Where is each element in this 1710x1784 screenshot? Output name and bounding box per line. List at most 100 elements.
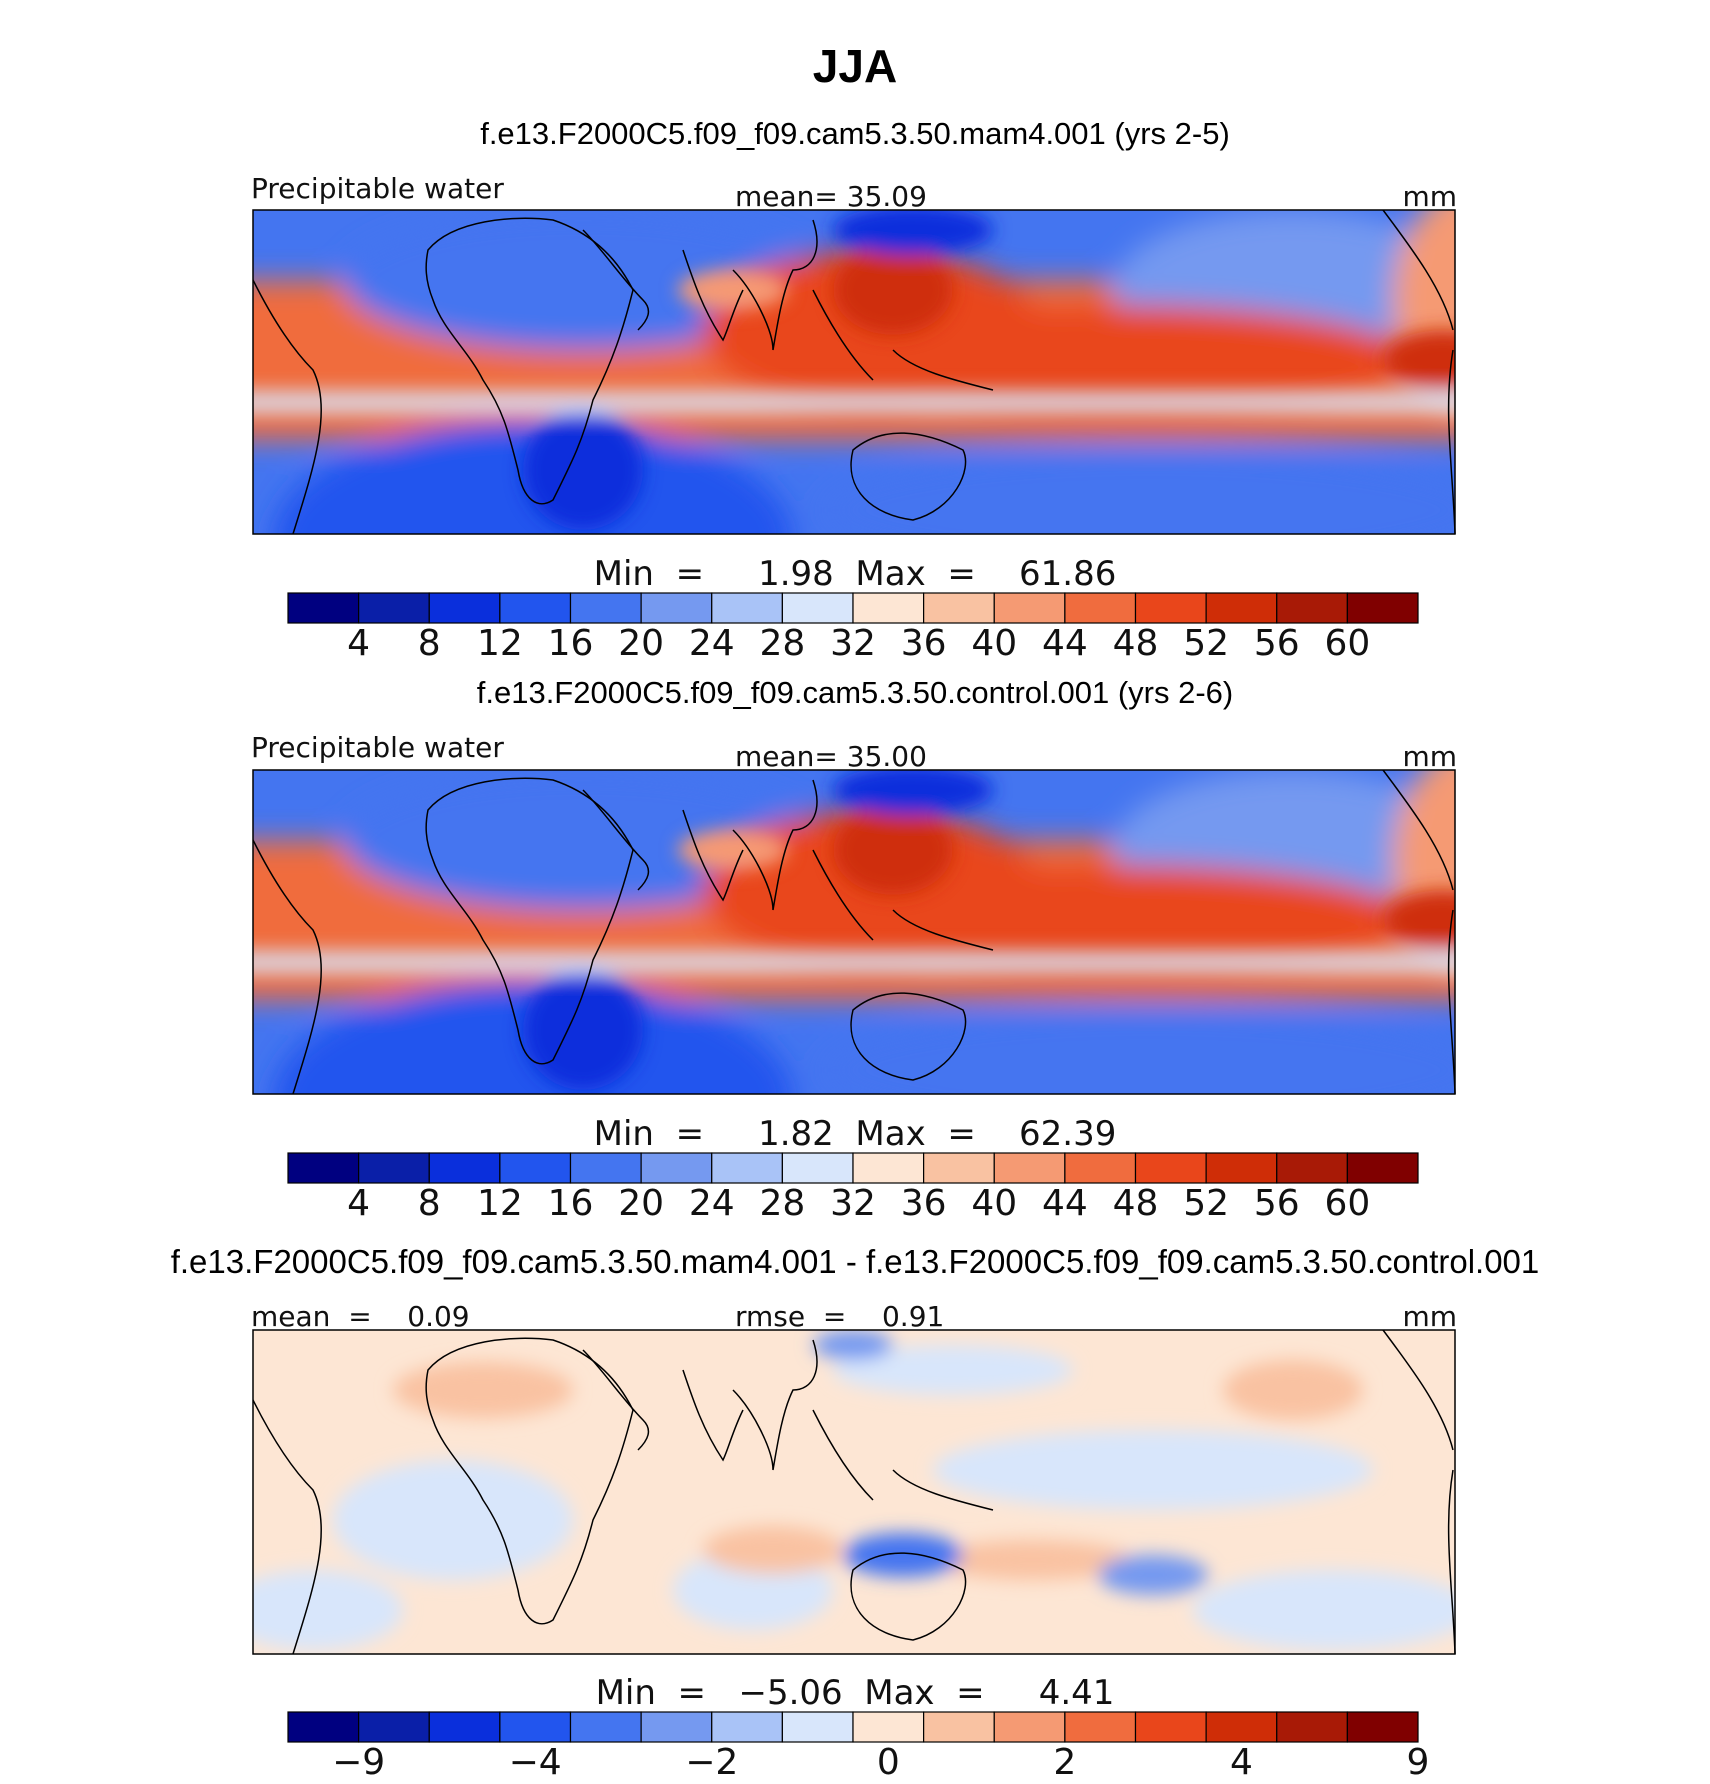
colorbar-box (993, 592, 1066, 624)
colorbar-box (781, 1711, 854, 1743)
colorbar-box (781, 1152, 854, 1184)
colorbar-box (287, 1152, 360, 1184)
colorbar-box (923, 1711, 995, 1743)
colorbar-box (428, 1711, 501, 1743)
colorbar-box (569, 1711, 642, 1743)
colorbar-tick-label: 36 (901, 1183, 947, 1224)
panel-2: f.e13.F2000C5.f09_f09.cam5.3.50.control.… (251, 675, 1457, 1224)
colorbar-box (1064, 1152, 1137, 1184)
colorbar-box (711, 592, 783, 624)
colorbar-box (1276, 592, 1348, 624)
colorbar-tick-label: 16 (548, 623, 594, 664)
colorbar (287, 592, 1419, 624)
colorbar-box (1346, 592, 1419, 624)
panel-1: f.e13.F2000C5.f09_f09.cam5.3.50.mam4.001… (251, 116, 1457, 664)
colorbar-tick-label: −2 (685, 1742, 738, 1783)
colorbar-tick-label: 4 (347, 1183, 370, 1224)
panel-title: f.e13.F2000C5.f09_f09.cam5.3.50.mam4.001… (480, 116, 1230, 151)
colorbar-tick-label: 20 (618, 623, 664, 664)
colorbar-box (1134, 592, 1207, 624)
colorbar-box (1134, 1711, 1207, 1743)
colorbar-tick-label: 48 (1113, 623, 1159, 664)
colorbar-ticks: −9 −4 −2 0 2 4 9 (332, 1742, 1429, 1783)
colorbar-box (287, 592, 360, 624)
colorbar-tick-label: 28 (759, 1183, 805, 1224)
colorbar-box (1064, 592, 1137, 624)
colorbar-box (923, 592, 995, 624)
colorbar-box (1276, 1152, 1348, 1184)
colorbar-box (1205, 592, 1278, 624)
map-panel (252, 1329, 1456, 1655)
colorbar-tick-label: −9 (332, 1742, 385, 1783)
colorbar-tick-label: 16 (548, 1183, 594, 1224)
colorbar-box (640, 592, 713, 624)
colorbar-tick-label: 9 (1407, 1742, 1430, 1783)
colorbar-box (358, 592, 430, 624)
units-label: mm (1402, 1300, 1457, 1333)
contour-field (253, 210, 1455, 534)
colorbar-box (711, 1711, 783, 1743)
colorbar-tick-label: 36 (901, 623, 947, 664)
units-label: mm (1402, 180, 1457, 213)
colorbar-ticks: 4 8 12 16 20 24 28 32 36 40 44 48 52 56 60 (347, 623, 1370, 664)
colorbar-box (1205, 1152, 1278, 1184)
colorbar-tick-label: 4 (1230, 1742, 1253, 1783)
colorbar-box (1134, 1152, 1207, 1184)
colorbar-box (287, 1711, 360, 1743)
colorbar-box (499, 1152, 572, 1184)
contour-field (253, 1330, 1455, 1654)
map-frame (252, 1329, 1456, 1655)
colorbar-tick-label: 8 (418, 1183, 441, 1224)
colorbar (287, 1152, 1419, 1184)
colorbar-tick-label: 60 (1324, 1183, 1370, 1224)
colorbar-tick-label: 28 (759, 623, 805, 664)
colorbar-tick-label: 0 (877, 1742, 900, 1783)
colorbar-box (640, 1152, 713, 1184)
panel-title: f.e13.F2000C5.f09_f09.cam5.3.50.mam4.001… (171, 1243, 1540, 1280)
colorbar-tick-label: 40 (971, 1183, 1017, 1224)
colorbar-tick-label: 52 (1183, 1183, 1229, 1224)
colorbar-box (852, 592, 925, 624)
colorbar-tick-label: 32 (830, 623, 876, 664)
minmax-label: Min = 1.82 Max = 62.39 (594, 1114, 1117, 1154)
colorbar-tick-label: 12 (477, 623, 523, 664)
rmse-label: rmse = 0.91 (735, 1300, 944, 1333)
colorbar-ticks: 4 8 12 16 20 24 28 32 36 40 44 48 52 56 60 (347, 1183, 1370, 1224)
coastlines (252, 209, 1456, 535)
colorbar-box (711, 1152, 783, 1184)
colorbar-box (923, 1152, 995, 1184)
page-title: JJA (813, 40, 897, 92)
colorbar-box (1276, 1711, 1348, 1743)
colorbar-tick-label: 20 (618, 1183, 664, 1224)
colorbar-box (1205, 1711, 1278, 1743)
colorbar-tick-label: 32 (830, 1183, 876, 1224)
colorbar-tick-label: 8 (418, 623, 441, 664)
colorbar-box (358, 1152, 430, 1184)
mean-label: mean = 0.09 (251, 1300, 470, 1333)
colorbar-box (1346, 1152, 1419, 1184)
colorbar-box (1346, 1711, 1419, 1743)
colorbar-box (428, 592, 501, 624)
colorbar-tick-label: 12 (477, 1183, 523, 1224)
variable-label: Precipitable water (251, 731, 504, 764)
colorbar-tick-label: 56 (1254, 1183, 1300, 1224)
colorbar-box (499, 592, 572, 624)
colorbar-tick-label: 24 (689, 1183, 735, 1224)
colorbar-box (852, 1711, 925, 1743)
colorbar-box (781, 592, 854, 624)
colorbar-box (569, 592, 642, 624)
panel-3: f.e13.F2000C5.f09_f09.cam5.3.50.mam4.001… (171, 1243, 1540, 1783)
map-frame (252, 769, 1456, 1095)
minmax-label: Min = −5.06 Max = 4.41 (596, 1673, 1115, 1713)
colorbar-tick-label: 2 (1053, 1742, 1076, 1783)
colorbar-tick-label: 52 (1183, 623, 1229, 664)
minmax-label: Min = 1.98 Max = 61.86 (594, 554, 1117, 594)
mean-label: mean= 35.00 (735, 740, 927, 773)
coastlines (252, 1329, 1456, 1655)
colorbar-tick-label: 60 (1324, 623, 1370, 664)
colorbar-tick-label: 44 (1042, 1183, 1088, 1224)
colorbar-tick-label: 44 (1042, 623, 1088, 664)
colorbar-tick-label: 56 (1254, 623, 1300, 664)
colorbar-box (640, 1711, 713, 1743)
